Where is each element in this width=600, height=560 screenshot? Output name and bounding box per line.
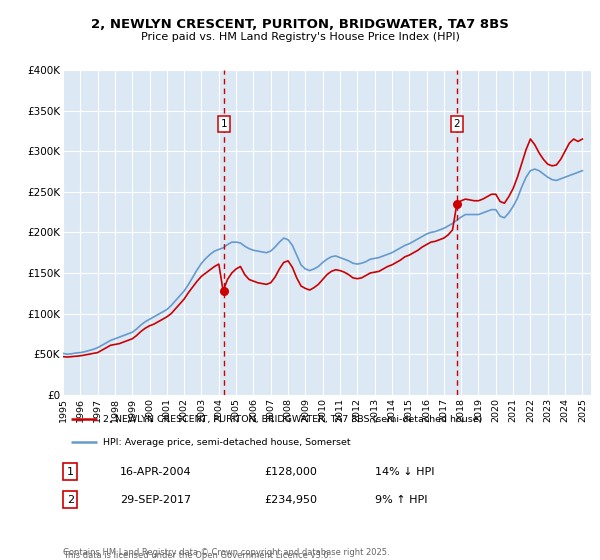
Text: 9% ↑ HPI: 9% ↑ HPI xyxy=(375,494,427,505)
Text: 1: 1 xyxy=(67,466,74,477)
Text: 14% ↓ HPI: 14% ↓ HPI xyxy=(375,466,434,477)
Text: 2, NEWLYN CRESCENT, PURITON, BRIDGWATER, TA7 8BS (semi-detached house): 2, NEWLYN CRESCENT, PURITON, BRIDGWATER,… xyxy=(103,415,482,424)
Text: 1: 1 xyxy=(221,119,227,129)
Text: 16-APR-2004: 16-APR-2004 xyxy=(120,466,191,477)
Text: 29-SEP-2017: 29-SEP-2017 xyxy=(120,494,191,505)
Text: HPI: Average price, semi-detached house, Somerset: HPI: Average price, semi-detached house,… xyxy=(103,438,350,447)
Text: 2, NEWLYN CRESCENT, PURITON, BRIDGWATER, TA7 8BS: 2, NEWLYN CRESCENT, PURITON, BRIDGWATER,… xyxy=(91,18,509,31)
Text: Contains HM Land Registry data © Crown copyright and database right 2025.: Contains HM Land Registry data © Crown c… xyxy=(63,548,389,557)
Text: 2: 2 xyxy=(67,494,74,505)
Text: £128,000: £128,000 xyxy=(264,466,317,477)
Text: £234,950: £234,950 xyxy=(264,494,317,505)
Text: Price paid vs. HM Land Registry's House Price Index (HPI): Price paid vs. HM Land Registry's House … xyxy=(140,32,460,43)
Text: This data is licensed under the Open Government Licence v3.0.: This data is licensed under the Open Gov… xyxy=(63,551,331,560)
Text: 2: 2 xyxy=(454,119,460,129)
